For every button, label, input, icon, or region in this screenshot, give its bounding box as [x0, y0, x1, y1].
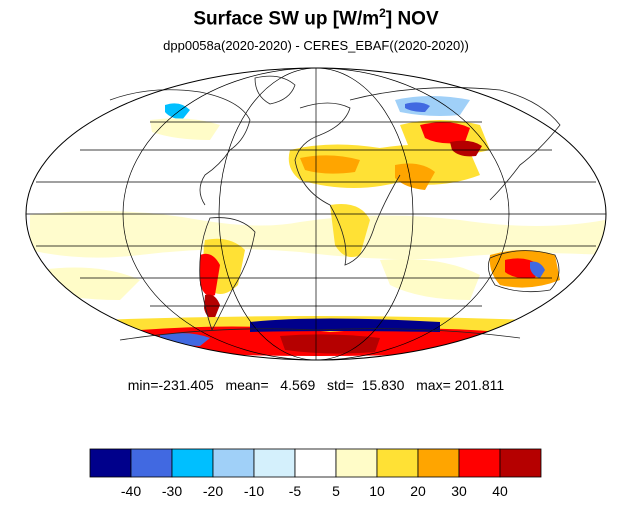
- globe-outline: [25, 67, 607, 361]
- andes-strong-anomaly: [200, 253, 220, 297]
- colorbar-tick-label: 5: [332, 483, 340, 499]
- title-suffix: ] NOV: [385, 8, 439, 30]
- colorbar-swatch: [130, 448, 173, 478]
- colorbar-tick-label: -30: [162, 483, 182, 499]
- south-america-coast: [199, 217, 256, 331]
- colorbar-swatch: [212, 448, 255, 478]
- colorbar-swatch: [417, 448, 460, 478]
- canada-positive-anomaly: [150, 118, 220, 140]
- colorbar-tick-label: -40: [121, 483, 141, 499]
- indian-positive-anomaly: [380, 259, 480, 300]
- north-america-coast: [109, 89, 251, 206]
- plot-subtitle: dpp0058a(2020-2020) - CERES_EBAF((2020-2…: [163, 38, 469, 53]
- central-asia-strong-anomaly: [420, 122, 470, 144]
- colorbar-tick-label: 30: [451, 483, 467, 499]
- colorbar-tick-label: 40: [492, 483, 508, 499]
- colorbar: -40 -30 -20 -10 -5 5 10 20 30 40: [89, 448, 542, 499]
- antarctica-coast: [119, 328, 521, 341]
- colorbar-swatch: [171, 448, 214, 478]
- coastlines: [109, 75, 561, 341]
- title-superscript: 2: [379, 6, 386, 20]
- colorbar-swatch: [376, 448, 419, 478]
- colorbar-tick-label: -10: [244, 483, 264, 499]
- tibet-strong-anomaly: [450, 140, 482, 157]
- colorbar-swatch: [458, 448, 501, 478]
- colorbar-tick-label: 20: [410, 483, 426, 499]
- colorbar-swatch: [499, 448, 542, 478]
- colorbar-tick-label: -20: [203, 483, 223, 499]
- sahara-strong-anomaly: [300, 155, 360, 174]
- colorbar-swatch: [294, 448, 337, 478]
- antarctic-darkred-band: [280, 334, 380, 354]
- colorbar-swatch: [89, 448, 132, 478]
- australia-coast: [487, 250, 560, 293]
- greenland-coast: [254, 75, 296, 105]
- siberia-strong-negative-anomaly: [405, 102, 430, 112]
- sahara-positive-anomaly: [288, 144, 480, 189]
- statistics-line: min=-231.405 mean= 4.569 std= 15.830 max…: [127, 377, 505, 393]
- tropical-positive-anomaly: [30, 211, 605, 260]
- colorbar-tick-label: -5: [289, 483, 302, 499]
- title-main: Surface SW up [W/m: [193, 8, 380, 30]
- europe-africa-coast: [294, 102, 401, 266]
- colorbar-swatch: [253, 448, 296, 478]
- asia-coast: [349, 87, 561, 201]
- colorbar-swatch: [335, 448, 378, 478]
- map-globe: [26, 68, 606, 360]
- australia-negative-anomaly: [530, 261, 545, 278]
- colorbar-tick-label: 10: [369, 483, 385, 499]
- patagonia-strong-anomaly: [204, 294, 220, 320]
- africa-positive-anomaly: [330, 204, 370, 258]
- arabia-positive-anomaly: [395, 163, 435, 190]
- plot-title: Surface SW up [W/m2] NOV: [0, 6, 632, 30]
